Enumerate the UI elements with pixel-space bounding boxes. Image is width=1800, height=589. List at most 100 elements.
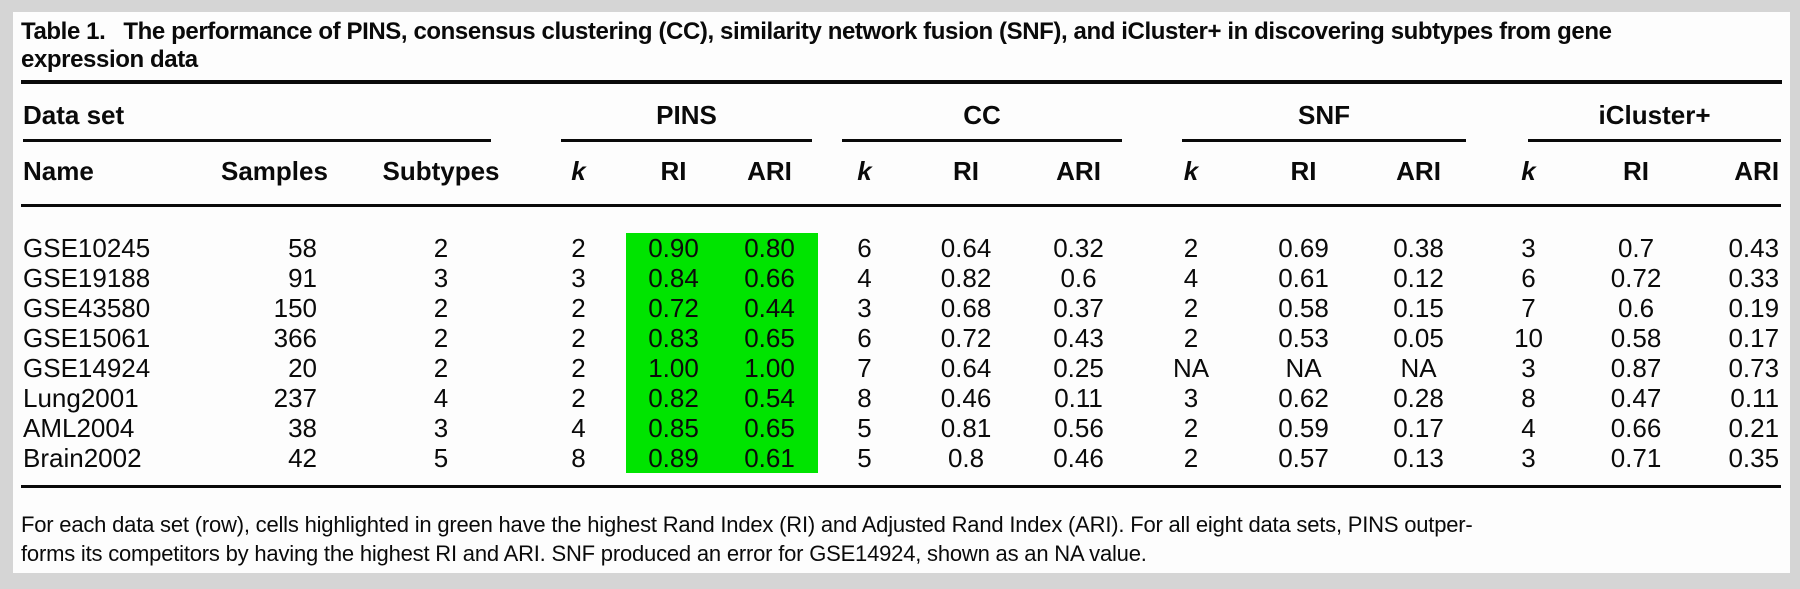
table-row-gse10245: GSE10245 58 2 2 0.90 0.80 6 0.64 0.32 2 0.69 0.38 3 0…: [21, 233, 1781, 263]
table-cell: 8: [1521, 383, 1536, 413]
table-cell: NA: [1400, 353, 1437, 383]
spacer-cell: [351, 206, 531, 234]
column-header-ari-5: ARI: [721, 142, 819, 207]
table-cell: 2: [571, 323, 586, 353]
dataset-name-cell: GSE15061: [23, 323, 151, 353]
table-cell: 3: [1521, 353, 1536, 383]
spacer-cell: [1246, 473, 1361, 487]
spacer-cell: [21, 206, 221, 234]
highlighted-cell: 0.82: [626, 383, 721, 413]
table-cell: 38: [288, 413, 317, 443]
spacer-cell: [21, 473, 221, 487]
highlighted-cell: 0.83: [626, 323, 721, 353]
table-cell: 0.43: [1053, 323, 1104, 353]
highlighted-cell: 0.89: [626, 443, 721, 473]
dataset-name-cell: GSE43580: [23, 293, 151, 323]
table-cell: 0.33: [1728, 263, 1780, 293]
group-header-icluster: iCluster+: [1476, 84, 1782, 142]
table-cell: 0.19: [1728, 293, 1780, 323]
footnote-line2: forms its competitors by having the high…: [21, 541, 1147, 566]
dataset-name-cell: Brain2002: [23, 443, 142, 473]
spacer-cell: [531, 206, 626, 234]
table-number: Table 1.: [21, 18, 106, 45]
highlighted-cell: 0.80: [721, 233, 819, 263]
table-row-gse15061: GSE15061 366 2 2 0.83 0.65 6 0.72 0.43 2 0.53 0.05 1…: [21, 323, 1781, 353]
table-cell: 7: [857, 353, 872, 383]
column-header-ari-14: ARI: [1691, 142, 1782, 207]
table-cell: 20: [288, 353, 317, 383]
table-cell: 2: [433, 293, 449, 323]
table-cell: 2: [1183, 293, 1199, 323]
table-cell: 0.15: [1393, 293, 1444, 323]
spacer-cell: [1691, 473, 1781, 487]
table-cell: 0.7: [1617, 233, 1655, 263]
spacer-cell: [1246, 206, 1361, 234]
table-cell: 0.58: [1610, 323, 1662, 353]
spacer-cell: [1361, 206, 1476, 234]
table-cell: 10: [1514, 323, 1543, 353]
spacer-cell: [721, 206, 818, 234]
table-cell: 0.59: [1278, 413, 1329, 443]
table-row-gse19188: GSE19188 91 3 3 0.84 0.66 4 0.82 0.6 4 0.61 0.12 6 0.…: [21, 263, 1781, 293]
table-cell: 0.56: [1053, 413, 1104, 443]
table-cell: 5: [857, 443, 872, 473]
spacer-cell: [911, 206, 1021, 234]
table-cell: 0.8: [947, 443, 985, 473]
table-cell: 6: [1521, 263, 1536, 293]
group-header-label: CC: [963, 100, 1001, 130]
column-header-samples-1: Samples: [221, 142, 351, 207]
highlighted-cell: 0.85: [626, 413, 721, 443]
table-cell: 2: [1183, 443, 1199, 473]
highlighted-cell: 0.61: [721, 443, 819, 473]
spacer-cell: [1691, 206, 1781, 234]
table-cell: 0.25: [1053, 353, 1104, 383]
dataset-name-cell: GSE10245: [23, 233, 151, 263]
table-cell: 0.43: [1728, 233, 1780, 263]
table-cell: 2: [1183, 233, 1199, 263]
table-cell: 150: [273, 293, 317, 323]
column-header-k-6: k: [818, 142, 912, 207]
column-header-k-12: k: [1476, 142, 1582, 207]
table-cell: 0.73: [1728, 353, 1780, 383]
dataset-name-cell: AML2004: [23, 413, 135, 443]
table-cell: 3: [433, 413, 449, 443]
group-header-label: Data set: [23, 100, 125, 130]
table-cell: 0.82: [940, 263, 992, 293]
table-cell: 2: [571, 353, 586, 383]
table-cell: 0.81: [940, 413, 992, 443]
highlighted-cell: 1.00: [721, 353, 819, 383]
table-cell: 2: [1183, 323, 1199, 353]
table-cell: 0.53: [1278, 323, 1329, 353]
table-cell: 2: [433, 353, 449, 383]
table-cell: 5: [857, 413, 872, 443]
table-cell: 0.57: [1278, 443, 1329, 473]
caption-line1: Table 1. The performance of PINS, consens…: [21, 18, 1782, 46]
table-cell: 58: [288, 233, 317, 263]
table-cell: 5: [433, 443, 449, 473]
table-cell: 91: [288, 263, 317, 293]
spacer-cell: [221, 206, 351, 234]
spacer-cell: [1021, 206, 1136, 234]
spacer-cell: [1136, 473, 1246, 487]
column-header-ri-7: RI: [911, 142, 1022, 207]
spacer-cell: [531, 473, 626, 487]
spacer-cell: [1021, 473, 1136, 487]
table-cell: 0.72: [940, 323, 992, 353]
table-caption: Table 1. The performance of PINS, consens…: [21, 18, 1782, 74]
spacer-cell: [818, 206, 911, 234]
highlighted-cell: 0.54: [721, 383, 819, 413]
table-cell: NA: [1285, 353, 1322, 383]
group-header-label: iCluster+: [1598, 100, 1711, 130]
table-cell: 0.87: [1610, 353, 1662, 383]
table-cell: 0.11: [1730, 383, 1780, 413]
results-table: Data set PINS CC SNF iCluster+ Name Samples Sub…: [21, 84, 1782, 488]
spacer-cell: [221, 473, 351, 487]
table-cell: 0.69: [1278, 233, 1329, 263]
spacer-cell: [1476, 206, 1581, 234]
highlighted-cell: 0.44: [721, 293, 819, 323]
table-cell: NA: [1172, 353, 1210, 383]
table-body: GSE10245 58 2 2 0.90 0.80 6 0.64 0.32 2 0.69 0.38 3 0…: [21, 206, 1781, 487]
table-cell: 0.17: [1728, 323, 1780, 353]
table-cell: 0.62: [1278, 383, 1329, 413]
